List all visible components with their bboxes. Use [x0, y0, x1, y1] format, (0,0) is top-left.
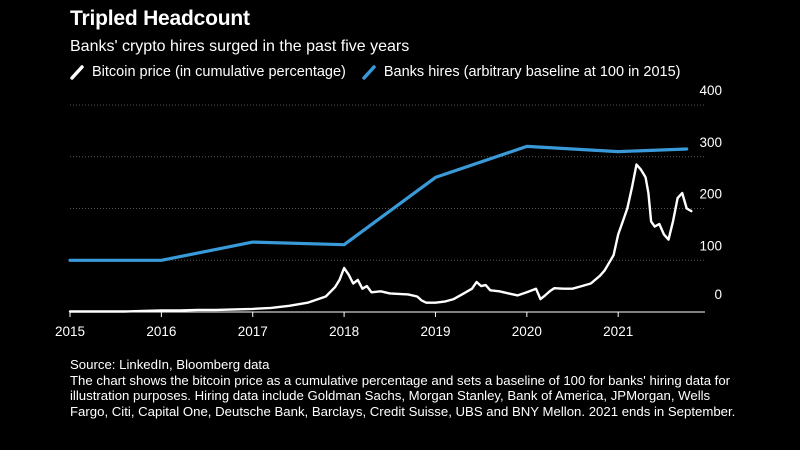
- chart-subtitle: Banks' crypto hires surged in the past f…: [70, 38, 410, 55]
- x-tick-label-2021: 2021: [603, 324, 633, 339]
- source-note: Source: LinkedIn, Bloomberg data: [70, 357, 270, 372]
- y-tick-label-100: 100: [699, 238, 722, 253]
- y-tick-label-400: 400: [699, 83, 722, 98]
- banks-hires-line: [68, 144, 689, 262]
- legend-swatch-bitcoin: [70, 65, 84, 80]
- x-tick-label-2016: 2016: [146, 324, 176, 339]
- y-tick-label-300: 300: [699, 135, 722, 150]
- chart-canvas: 0 100 200 300 400 2015 2016 2017 2018 2019 2020 202…: [55, 83, 722, 339]
- legend-item-bitcoin: Bitcoin price (in cumulative percentage): [70, 64, 346, 80]
- chart-footer: Source: LinkedIn, Bloomberg data The cha…: [70, 357, 750, 419]
- x-tick-label-2015: 2015: [55, 324, 85, 339]
- x-tick-label-2020: 2020: [512, 324, 542, 339]
- y-tick-label-200: 200: [699, 187, 722, 202]
- x-tick-label-2018: 2018: [329, 324, 359, 339]
- legend-label-bitcoin: Bitcoin price (in cumulative percentage): [92, 64, 346, 80]
- legend-item-banks: Banks hires (arbitrary baseline at 100 i…: [362, 64, 681, 80]
- bitcoin-price-line: [68, 163, 693, 313]
- y-tick-label-0: 0: [714, 287, 722, 302]
- chart-legend: Bitcoin price (in cumulative percentage)…: [70, 64, 696, 80]
- x-tick-label-2019: 2019: [420, 324, 450, 339]
- x-tick-label-2017: 2017: [238, 324, 268, 339]
- methodology-note: The chart shows the bitcoin price as a c…: [70, 372, 736, 419]
- legend-swatch-banks: [362, 65, 376, 80]
- chart-title: Tripled Headcount: [70, 7, 250, 30]
- legend-label-banks: Banks hires (arbitrary baseline at 100 i…: [383, 64, 681, 80]
